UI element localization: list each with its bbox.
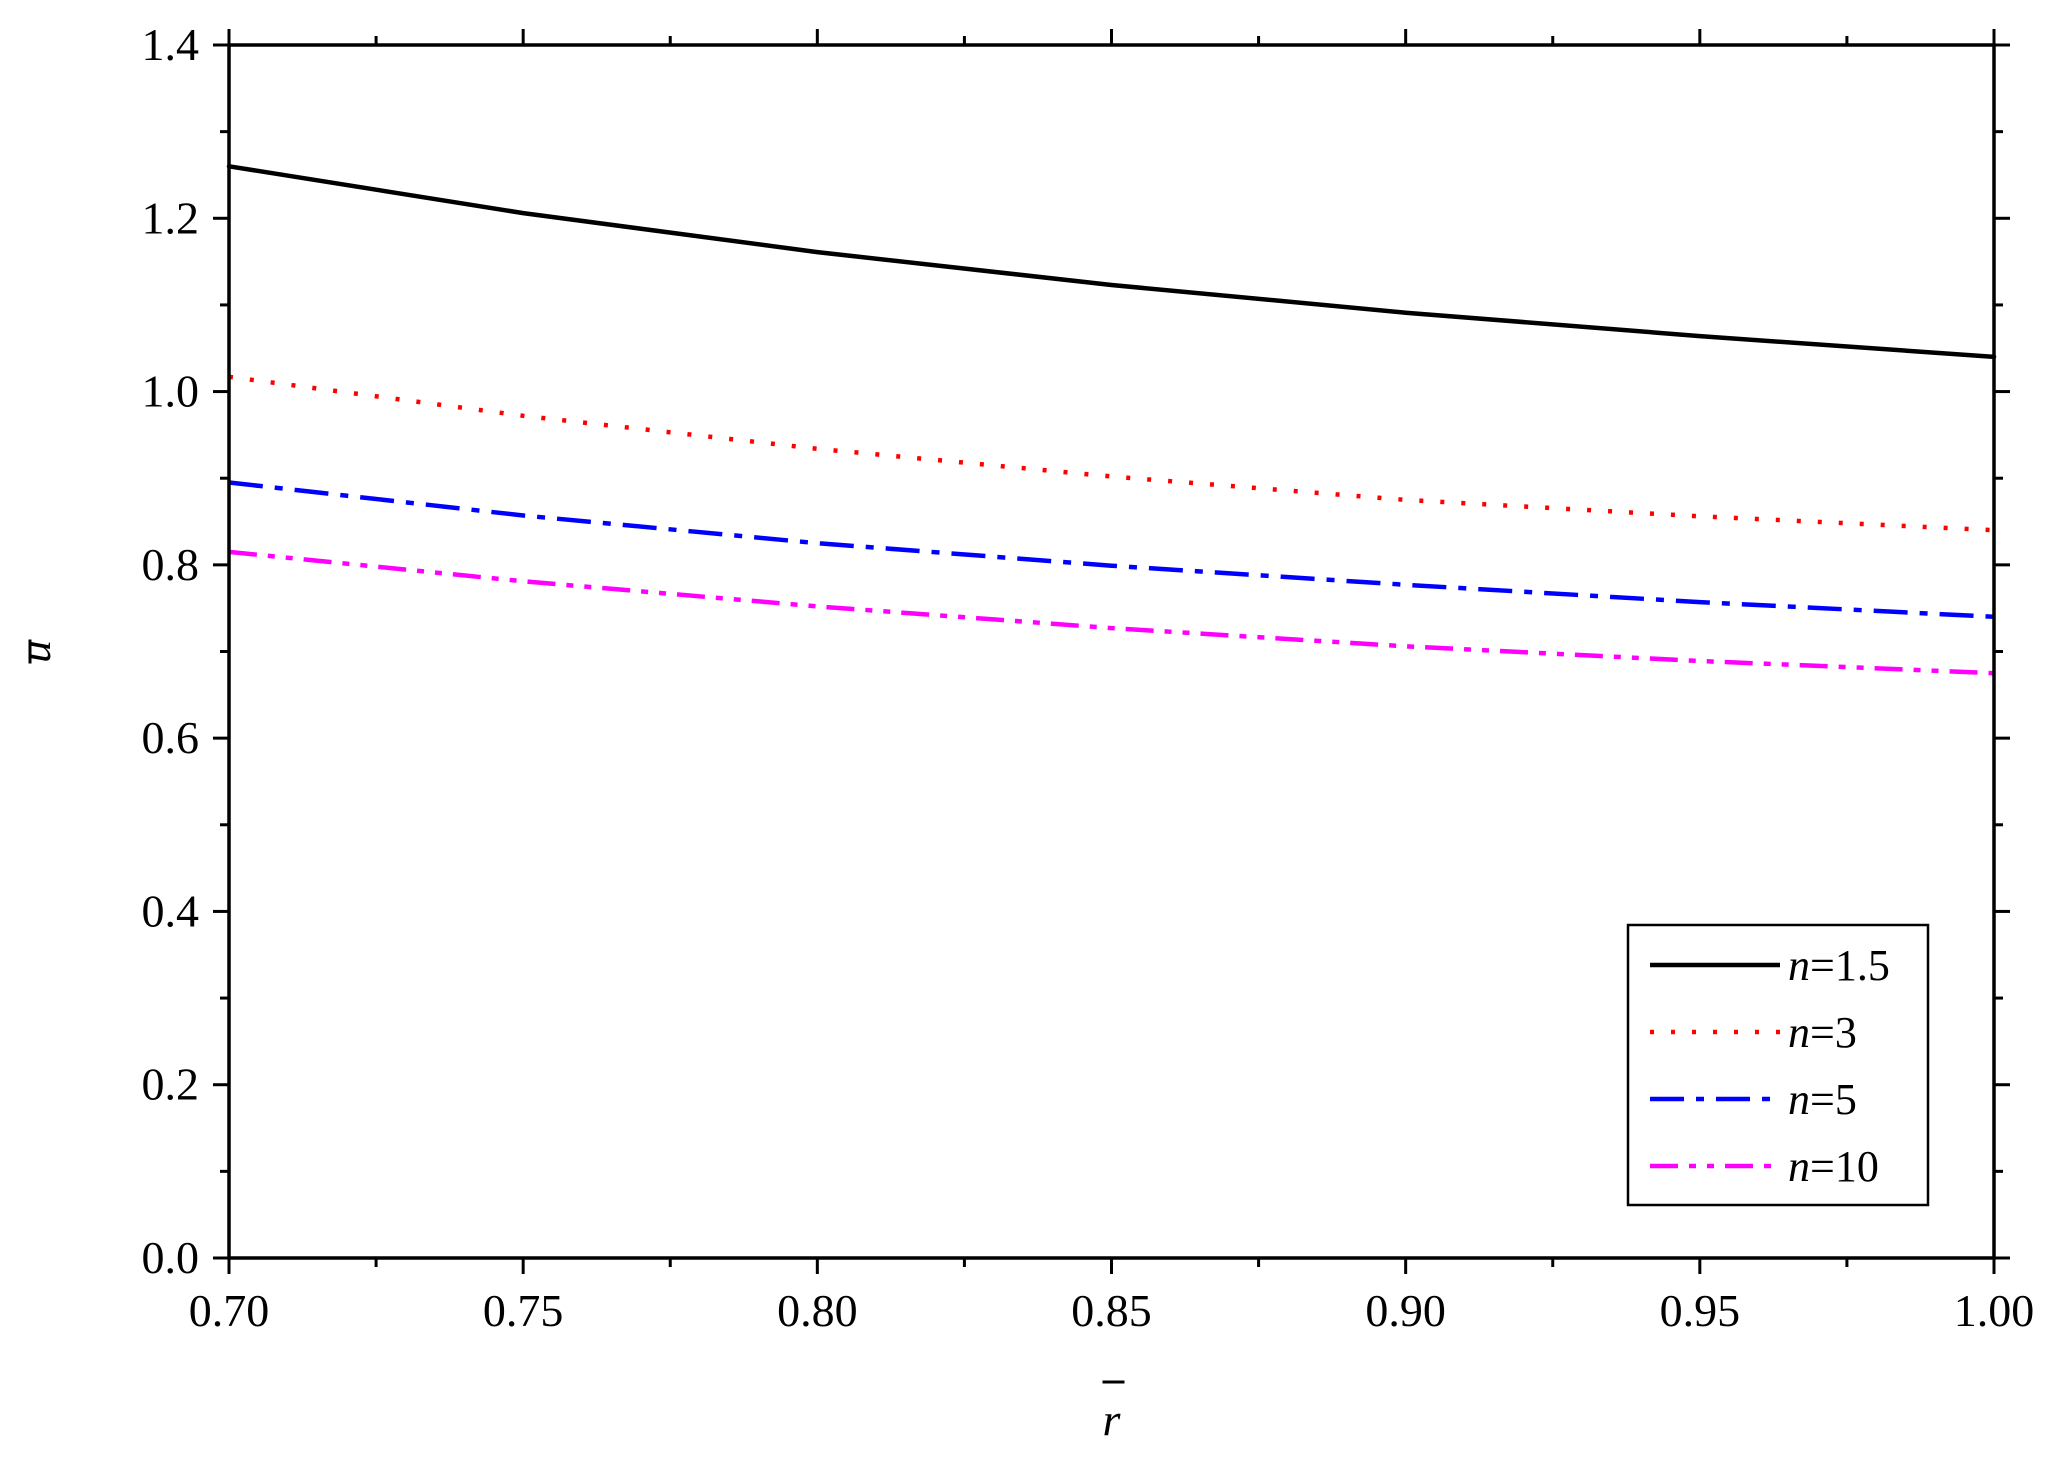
series-line bbox=[228, 549, 1995, 676]
x-tick-label: 0.75 bbox=[483, 1285, 564, 1336]
legend-entry-value: =1.5 bbox=[1810, 941, 1890, 990]
y-tick-label: 0.4 bbox=[142, 885, 200, 936]
y-tick-label: 0.6 bbox=[142, 712, 200, 763]
series-line bbox=[226, 164, 1997, 360]
series-layer bbox=[226, 164, 1997, 676]
legend-entry: n=5 bbox=[1788, 1075, 1857, 1124]
labels-layer: 0.70 0.75 0.80 0.85 0.90 0.95 1.00 0.0 0.2 0.4 0.6… bbox=[9, 19, 2034, 1445]
x-tick-label: 1.00 bbox=[1954, 1285, 2035, 1336]
legend-entry: n=3 bbox=[1788, 1008, 1857, 1057]
legend-entry-value: =3 bbox=[1810, 1008, 1857, 1057]
x-tick-label: 0.70 bbox=[189, 1285, 270, 1336]
legend: n=1.5n=3n=5n=10 bbox=[1626, 923, 1930, 1207]
legend-entry: n=1.5 bbox=[1788, 941, 1890, 990]
x-tick-label: 0.80 bbox=[777, 1285, 858, 1336]
x-tick-label: 0.90 bbox=[1365, 1285, 1446, 1336]
y-tick-label: 1.2 bbox=[142, 192, 200, 243]
legend-entry-variable: n bbox=[1788, 1142, 1810, 1191]
x-tick-label: 0.85 bbox=[1071, 1285, 1152, 1336]
legend-box bbox=[1626, 923, 1930, 1207]
y-axis-label: u bbox=[9, 640, 60, 663]
y-tick-label: 1.4 bbox=[142, 19, 200, 70]
legend-entry: n=10 bbox=[1788, 1142, 1879, 1191]
plot-area-frame bbox=[227, 43, 1996, 1260]
legend-entry-value: =10 bbox=[1810, 1142, 1879, 1191]
y-tick-label: 0.8 bbox=[142, 539, 200, 590]
y-tick-label: 0.0 bbox=[142, 1232, 200, 1283]
series-line bbox=[228, 374, 1995, 533]
legend-entry-value: =5 bbox=[1810, 1075, 1857, 1124]
x-tick-label: 0.95 bbox=[1660, 1285, 1741, 1336]
legend-entry-variable: n bbox=[1788, 1008, 1810, 1057]
legend-entry-variable: n bbox=[1788, 941, 1810, 990]
series-line bbox=[228, 480, 1995, 620]
x-axis-label: r bbox=[1103, 1394, 1122, 1445]
y-tick-label: 0.2 bbox=[142, 1059, 200, 1110]
y-tick-label: 1.0 bbox=[142, 366, 200, 417]
legend-entry-variable: n bbox=[1788, 1075, 1810, 1124]
